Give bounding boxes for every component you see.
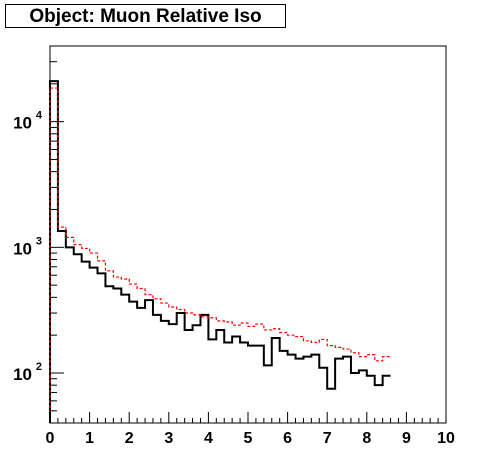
x-tick-label: 3: [164, 430, 173, 447]
y-tick-label: 10: [13, 114, 32, 133]
series-solid-black: [49, 80, 391, 423]
x-tick-label: 5: [244, 430, 253, 447]
x-tick-label: 9: [402, 430, 411, 447]
series-layer: [49, 80, 391, 423]
x-tick-label: 6: [283, 430, 292, 447]
x-tick-label: 7: [323, 430, 332, 447]
x-tick-label: 1: [85, 430, 94, 447]
y-tick-exponent: 3: [36, 235, 42, 247]
x-tick-label: 8: [362, 430, 371, 447]
y-tick-exponent: 2: [36, 361, 42, 373]
x-tick-label: 4: [204, 430, 213, 447]
x-tick-label: 2: [125, 430, 134, 447]
y-tick-label: 10: [13, 365, 32, 384]
y-tick-exponent: 4: [36, 110, 43, 122]
chart-title: Object: Muon Relative Iso: [5, 4, 286, 28]
y-axis: 10 2 10 3 10 4: [13, 45, 64, 424]
series-dashed-red: [49, 87, 391, 423]
x-tick-label: 0: [46, 430, 55, 447]
x-axis: 0 1 2 3 4 5 6 7 8 9 10: [46, 412, 455, 447]
x-tick-label: 10: [437, 430, 455, 447]
plot-frame: [49, 45, 447, 424]
y-tick-label: 10: [13, 239, 32, 258]
